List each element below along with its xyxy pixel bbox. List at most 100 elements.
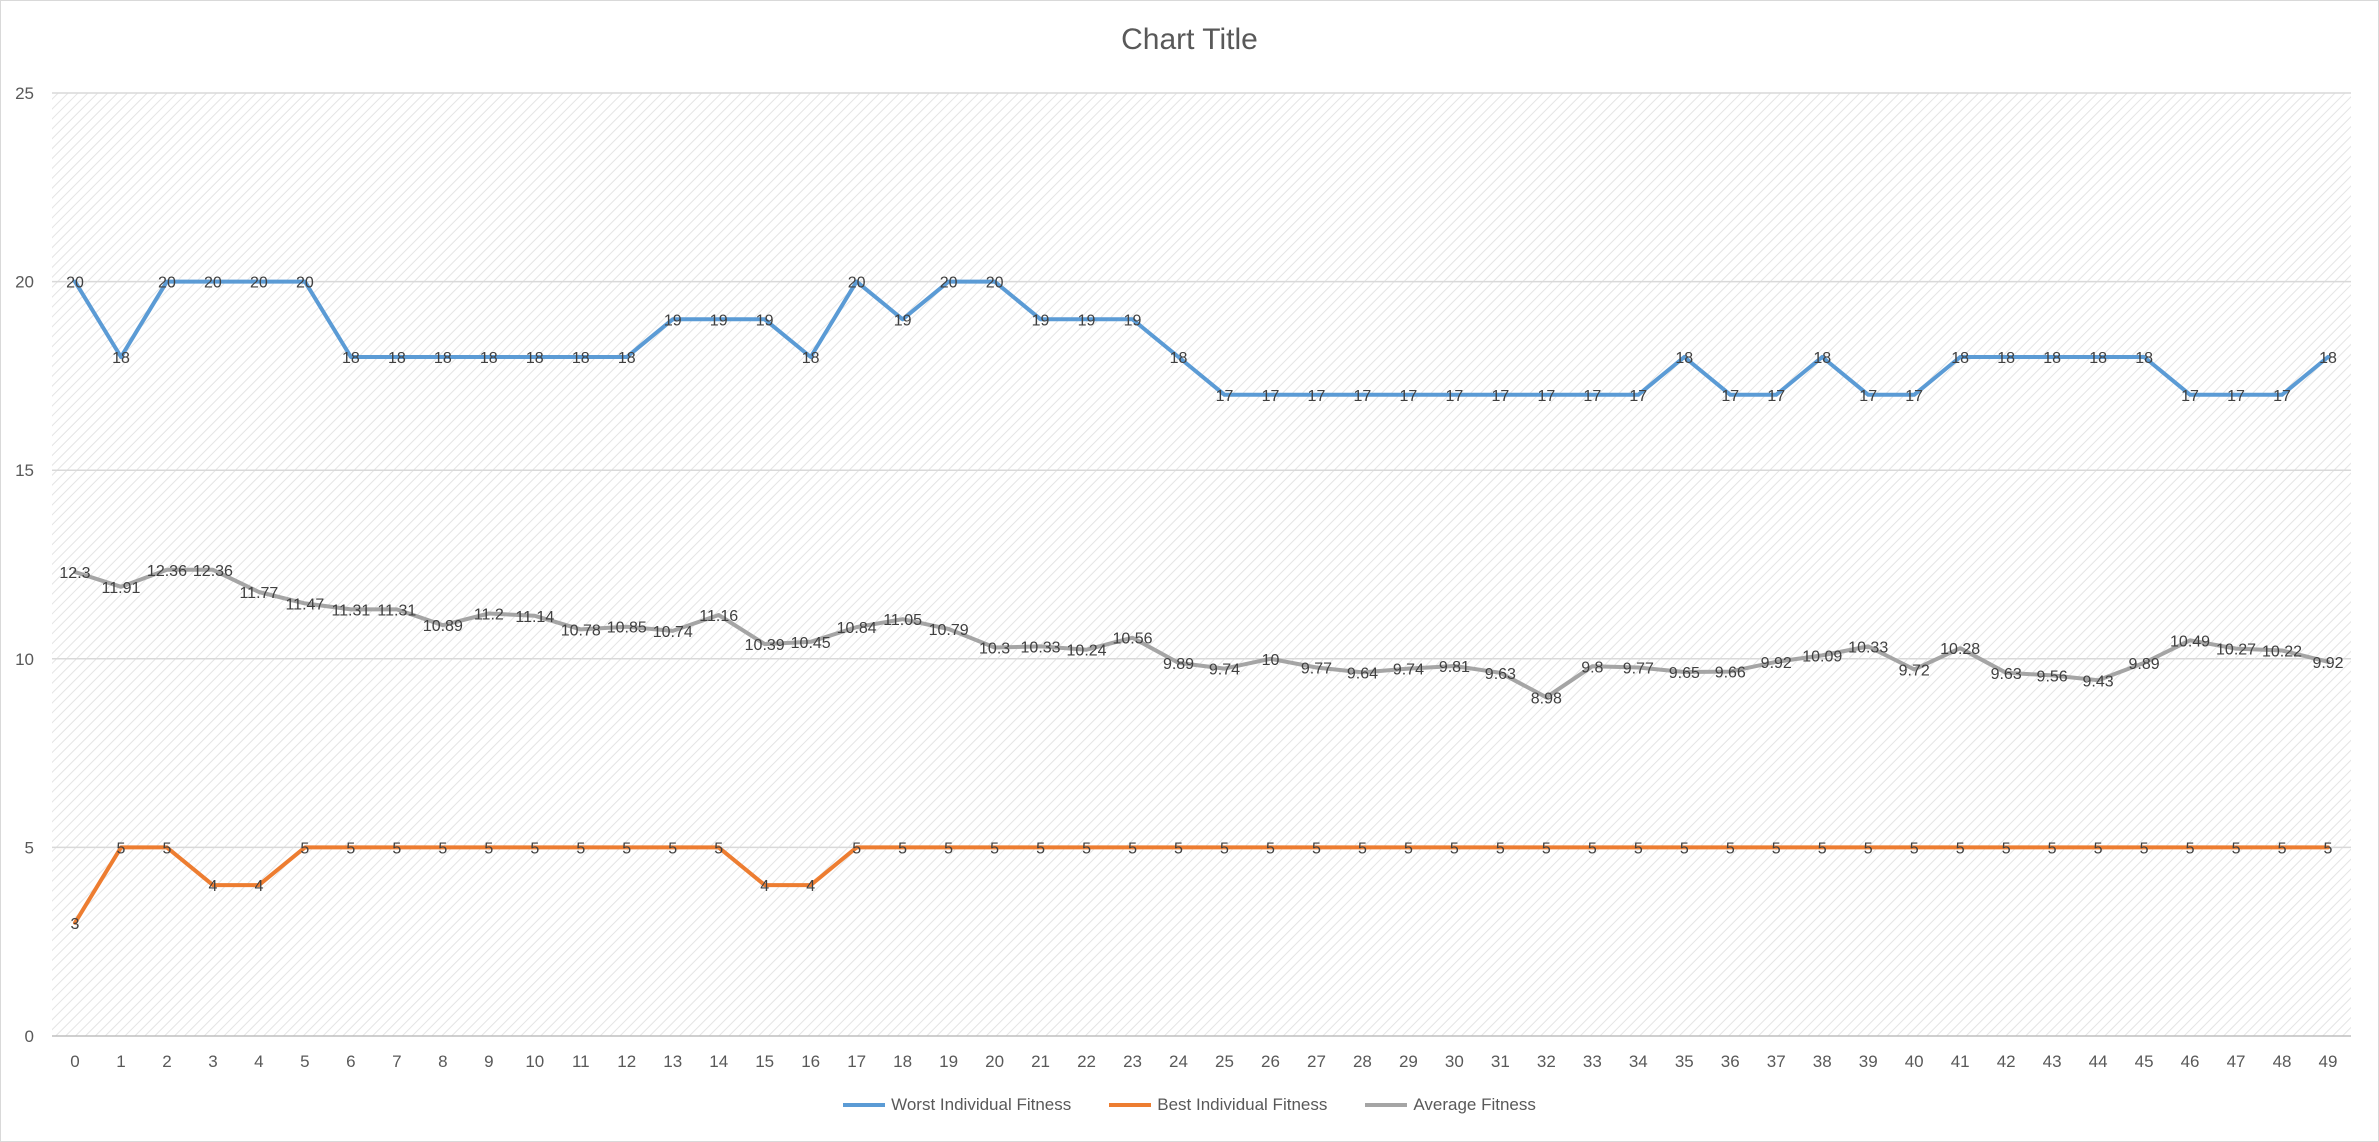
data-label-average: 11.77 bbox=[239, 585, 278, 602]
x-tick-label: 31 bbox=[1491, 1052, 1510, 1071]
legend-swatch-worst bbox=[843, 1103, 886, 1107]
data-label-average: 9.66 bbox=[1715, 665, 1746, 682]
data-label-average: 9.77 bbox=[1623, 660, 1654, 677]
data-label-best: 5 bbox=[1358, 840, 1367, 857]
data-label-worst: 17 bbox=[1537, 388, 1555, 405]
data-label-average: 10.27 bbox=[2216, 642, 2256, 659]
data-label-best: 5 bbox=[2094, 840, 2103, 857]
x-axis: 0 1 2 3 4 5 6 7 8 9 10 11 12 13 14 15 16 17 18 19 20 21 22 23 24… bbox=[70, 1052, 2337, 1071]
x-tick-label: 34 bbox=[1629, 1052, 1648, 1071]
data-label-best: 5 bbox=[622, 840, 631, 857]
data-label-worst: 18 bbox=[572, 350, 590, 367]
x-tick-label: 45 bbox=[2135, 1052, 2154, 1071]
data-label-average: 9.89 bbox=[1163, 656, 1194, 673]
data-label-average: 11.47 bbox=[285, 596, 324, 613]
x-tick-label: 12 bbox=[617, 1052, 636, 1071]
data-label-best: 5 bbox=[346, 840, 355, 857]
data-label-worst: 18 bbox=[388, 350, 406, 367]
x-tick-label: 27 bbox=[1307, 1052, 1326, 1071]
data-label-worst: 17 bbox=[1583, 388, 1601, 405]
data-label-worst: 18 bbox=[1997, 350, 2015, 367]
data-label-average: 10.09 bbox=[1802, 648, 1842, 665]
y-tick-label: 0 bbox=[25, 1027, 34, 1046]
x-tick-label: 42 bbox=[1997, 1052, 2016, 1071]
data-label-best: 5 bbox=[117, 840, 126, 857]
data-label-best: 5 bbox=[392, 840, 401, 857]
data-label-best: 5 bbox=[2048, 840, 2057, 857]
data-label-best: 5 bbox=[1680, 840, 1689, 857]
data-label-best: 4 bbox=[254, 878, 263, 895]
data-label-average: 9.43 bbox=[2083, 673, 2114, 690]
data-label-worst: 19 bbox=[1032, 312, 1050, 329]
legend-item-best[interactable]: Best Individual Fitness bbox=[1109, 1095, 1327, 1115]
data-label-worst: 17 bbox=[1308, 388, 1326, 405]
data-label-worst: 18 bbox=[1813, 350, 1831, 367]
data-label-best: 5 bbox=[438, 840, 447, 857]
data-label-worst: 18 bbox=[2089, 350, 2107, 367]
data-label-best: 5 bbox=[714, 840, 723, 857]
data-label-average: 10.33 bbox=[1848, 639, 1888, 656]
x-tick-label: 36 bbox=[1721, 1052, 1740, 1071]
data-label-average: 9.56 bbox=[2037, 668, 2068, 685]
data-label-best: 5 bbox=[1588, 840, 1597, 857]
y-tick-label: 20 bbox=[15, 273, 34, 292]
data-label-average: 10.3 bbox=[979, 640, 1010, 657]
data-label-average: 9.65 bbox=[1669, 665, 1700, 682]
x-tick-label: 5 bbox=[300, 1052, 309, 1071]
data-label-worst: 18 bbox=[1675, 350, 1693, 367]
data-label-worst: 20 bbox=[986, 275, 1004, 292]
plot-area bbox=[52, 93, 2351, 1036]
x-tick-label: 39 bbox=[1859, 1052, 1878, 1071]
data-label-worst: 18 bbox=[2319, 350, 2337, 367]
data-label-worst: 19 bbox=[1124, 312, 1142, 329]
data-label-worst: 17 bbox=[1354, 388, 1372, 405]
data-label-average: 9.64 bbox=[1347, 665, 1378, 682]
data-label-average: 10.84 bbox=[837, 620, 877, 637]
data-label-best: 5 bbox=[162, 840, 171, 857]
data-label-best: 5 bbox=[944, 840, 953, 857]
data-label-best: 5 bbox=[990, 840, 999, 857]
data-label-best: 5 bbox=[1910, 840, 1919, 857]
x-tick-label: 37 bbox=[1767, 1052, 1786, 1071]
data-label-average: 10.89 bbox=[423, 618, 463, 635]
data-label-average: 9.77 bbox=[1301, 660, 1332, 677]
data-label-worst: 18 bbox=[2043, 350, 2061, 367]
data-label-average: 10.56 bbox=[1113, 631, 1153, 648]
data-label-best: 5 bbox=[1450, 840, 1459, 857]
legend-label-worst: Worst Individual Fitness bbox=[891, 1095, 1072, 1114]
x-tick-label: 40 bbox=[1905, 1052, 1924, 1071]
x-tick-label: 47 bbox=[2227, 1052, 2246, 1071]
x-tick-label: 4 bbox=[254, 1052, 263, 1071]
data-label-worst: 19 bbox=[710, 312, 728, 329]
y-tick-label: 5 bbox=[25, 838, 34, 857]
data-label-average: 10.45 bbox=[791, 635, 831, 652]
data-label-best: 5 bbox=[1772, 840, 1781, 857]
x-tick-label: 35 bbox=[1675, 1052, 1694, 1071]
data-label-best: 4 bbox=[760, 878, 769, 895]
legend-item-worst[interactable]: Worst Individual Fitness bbox=[843, 1095, 1071, 1115]
data-label-worst: 19 bbox=[664, 312, 682, 329]
x-tick-label: 15 bbox=[755, 1052, 774, 1071]
data-label-average: 12.36 bbox=[147, 563, 187, 580]
series-line-average bbox=[73, 567, 2330, 700]
legend-label-average: Average Fitness bbox=[1413, 1095, 1536, 1114]
data-label-best: 5 bbox=[1542, 840, 1551, 857]
x-tick-label: 21 bbox=[1031, 1052, 1050, 1071]
x-tick-label: 2 bbox=[162, 1052, 171, 1071]
data-label-worst: 17 bbox=[1400, 388, 1418, 405]
x-tick-label: 38 bbox=[1813, 1052, 1832, 1071]
y-tick-label: 25 bbox=[15, 84, 34, 103]
data-label-worst: 19 bbox=[1078, 312, 1096, 329]
x-tick-label: 19 bbox=[939, 1052, 958, 1071]
data-label-worst: 18 bbox=[618, 350, 636, 367]
data-label-worst: 17 bbox=[1721, 388, 1739, 405]
data-label-average: 8.98 bbox=[1531, 690, 1562, 707]
legend-item-average[interactable]: Average Fitness bbox=[1365, 1095, 1536, 1115]
x-tick-label: 0 bbox=[70, 1052, 79, 1071]
x-tick-label: 23 bbox=[1123, 1052, 1142, 1071]
data-label-worst: 19 bbox=[756, 312, 774, 329]
data-label-best: 5 bbox=[1128, 840, 1137, 857]
data-label-average: 10.24 bbox=[1067, 643, 1107, 660]
